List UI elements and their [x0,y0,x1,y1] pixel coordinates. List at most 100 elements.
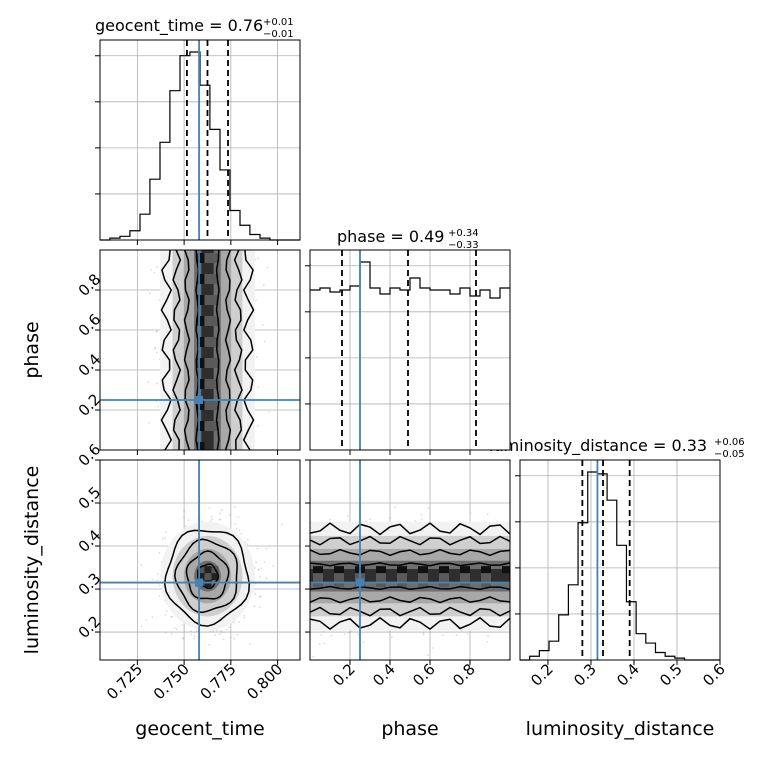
density-pixel [334,573,344,581]
scatter-point [155,330,158,333]
contour-line [233,250,243,450]
contour-line [195,250,200,450]
panel-border [99,39,301,241]
scatter-point [208,507,211,509]
density-pixel [197,566,205,574]
density-pixel [418,573,428,581]
scatter-point [140,625,143,627]
contour-line [310,616,510,631]
scatter-point [362,641,365,644]
x-tick-label: 0.775 [197,660,240,703]
scatter-point [151,578,154,581]
scatter-point [427,507,430,510]
scatter-point [272,565,275,567]
scatter-point [195,629,198,632]
scatter-point [253,605,256,608]
density-pixel [460,580,470,588]
scatter-point [258,606,261,609]
hist-panel-geocent-time [95,39,301,245]
scatter-point [237,516,240,519]
scatter-point [246,543,249,546]
scatter-point [170,632,173,635]
scatter-point [219,518,222,521]
contour-line [310,522,510,536]
density-pixel [376,580,386,588]
scatter-point [220,629,222,632]
scatter-point [261,324,264,326]
scatter-point [369,518,371,521]
scatter-point [183,510,186,513]
scatter-point [260,595,262,597]
scatter-panel-geocent-time-vs-luminosity-distance-body [100,460,300,660]
scatter-point [329,518,331,521]
scatter-point [165,531,167,534]
density-pixel [197,358,205,368]
contour-line [185,550,230,600]
scatter-point [153,348,156,350]
density-pixel [211,573,219,581]
scatter-panel-phase-vs-luminosity-distance: 0.2 0.4 0.6 0.8 [305,459,511,690]
scatter-point [257,257,259,260]
scatter-point [225,628,228,631]
density-pixel [502,566,510,574]
scatter-point [158,594,161,597]
scatter-point [322,630,325,633]
scatter-point [150,269,153,271]
hist-panel-phase [305,249,511,455]
scatter-point [254,583,257,585]
scatter-point [486,513,489,516]
density-pixel [334,566,344,574]
scatter-panel-geocent-time-vs-phase: 0.20.40.60.8 [75,249,301,455]
contour-line [310,596,510,604]
scatter-point [156,382,158,385]
x-tick-label: 0.725 [103,660,146,703]
scatter-point [347,515,349,518]
title-ld-main: luminosity_distance = 0.33 [489,436,707,456]
scatter-point [255,356,258,358]
scatter-point [243,614,245,617]
scatter-point [182,516,185,519]
scatter-point [234,523,237,525]
scatter-point [218,633,221,636]
scatter-point [228,626,230,629]
scatter-point [421,518,424,521]
density-pixel [481,580,491,588]
scatter-point [145,618,148,621]
scatter-point [216,629,218,632]
scatter-point [155,330,158,333]
scatter-point [154,346,157,349]
title-luminosity-distance: luminosity_distance = 0.33 +0.06 −0.05 [489,436,745,460]
density-pixel [211,379,219,389]
contour-line [310,548,510,557]
scatter-point [220,631,223,633]
x-tick-label: 0.4 [369,660,399,690]
panel-border [99,249,301,451]
scatter-point [170,615,173,618]
density-pixel [397,566,407,574]
density-pixel [460,573,470,581]
scatter-point [487,635,489,637]
scatter-point [281,523,283,526]
density-pixel [197,442,205,450]
x-tick-label: 0.750 [150,660,193,703]
panel-border [99,459,301,661]
title-phase: phase = 0.49 +0.34 −0.33 [337,227,479,251]
density-pixel [211,253,219,263]
scatter-point [157,405,160,408]
scatter-point [365,520,367,522]
scatter-point [212,630,215,632]
scatter-point [263,561,266,564]
scatter-point [420,513,423,516]
density-pixel [204,566,212,574]
contours [160,250,255,450]
density-pixel [197,573,205,581]
density-pixel [313,566,323,574]
density-pixel [439,566,449,574]
density-pixel [376,566,386,574]
density-pixel [376,573,386,581]
panels: 0.2 0.3 0.4 0.5 0.60.20.40.60.80.725 0.750 0.7… [75,39,729,703]
density-pixel [439,580,449,588]
scatter-point [158,552,161,554]
scatter-point [182,637,184,639]
